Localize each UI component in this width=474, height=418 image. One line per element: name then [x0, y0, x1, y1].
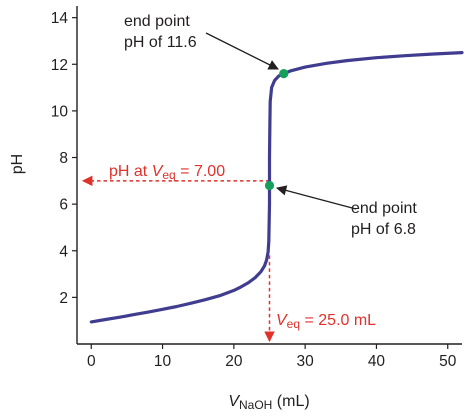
x-tick-label: 0	[87, 353, 96, 370]
y-tick-label: 12	[51, 57, 68, 74]
x-tick-label: 40	[368, 353, 386, 370]
marker-layer	[264, 69, 289, 191]
x-axis-title-unit: (mL)	[272, 393, 309, 410]
x-tick-label: 10	[154, 353, 172, 370]
x-axis-title-subscript: NaOH	[239, 398, 272, 412]
lower-end-point-pointer	[275, 185, 357, 210]
ph-at-veq-prefix: pH at	[109, 163, 152, 180]
plot-axes	[76, 6, 462, 345]
end-point-upper-marker	[279, 69, 289, 79]
y-axis-title: pH	[9, 154, 26, 174]
ph-at-veq-variable: V	[152, 163, 164, 180]
x-axis-ticks: 0 10 20 30 40 50	[87, 344, 457, 370]
x-tick-label: 30	[297, 353, 315, 370]
veq-subscript: eq	[287, 317, 300, 331]
veq-variable: V	[276, 312, 288, 329]
ph-at-veq-suffix: = 7.00	[176, 163, 225, 180]
upper-end-point-label-line2: pH of 11.6	[124, 34, 197, 51]
x-tick-label: 50	[439, 353, 457, 370]
x-tick-label: 20	[225, 353, 243, 370]
veq-label: Veq = 25.0 mL	[276, 312, 376, 331]
y-tick-label: 10	[51, 103, 69, 120]
lower-end-point-label-line2: pH of 6.8	[351, 221, 416, 238]
series-layer	[89, 51, 464, 324]
y-tick-label: 8	[59, 150, 68, 167]
upper-end-point-label-line1: end point	[124, 13, 190, 30]
y-axis-ticks: 2 4 6 8 10 12 14	[51, 10, 77, 307]
lower-end-point-label-line1: end point	[351, 200, 417, 217]
x-axis-title-variable: V	[228, 393, 240, 410]
x-axis-title: VNaOH (mL)	[228, 393, 309, 412]
titration-curve	[89, 51, 464, 324]
equivalence-guides	[81, 175, 275, 343]
ph-at-veq-label: pH at Veq = 7.00	[109, 163, 225, 182]
y-tick-label: 14	[51, 10, 69, 27]
ph-at-veq-subscript: eq	[162, 168, 175, 182]
y-tick-label: 6	[59, 197, 68, 214]
y-tick-label: 2	[59, 290, 68, 307]
end-point-lower-marker	[264, 180, 275, 191]
y-tick-label: 4	[59, 243, 68, 260]
upper-end-point-pointer	[205, 32, 279, 70]
veq-suffix: = 25.0 mL	[300, 312, 376, 329]
